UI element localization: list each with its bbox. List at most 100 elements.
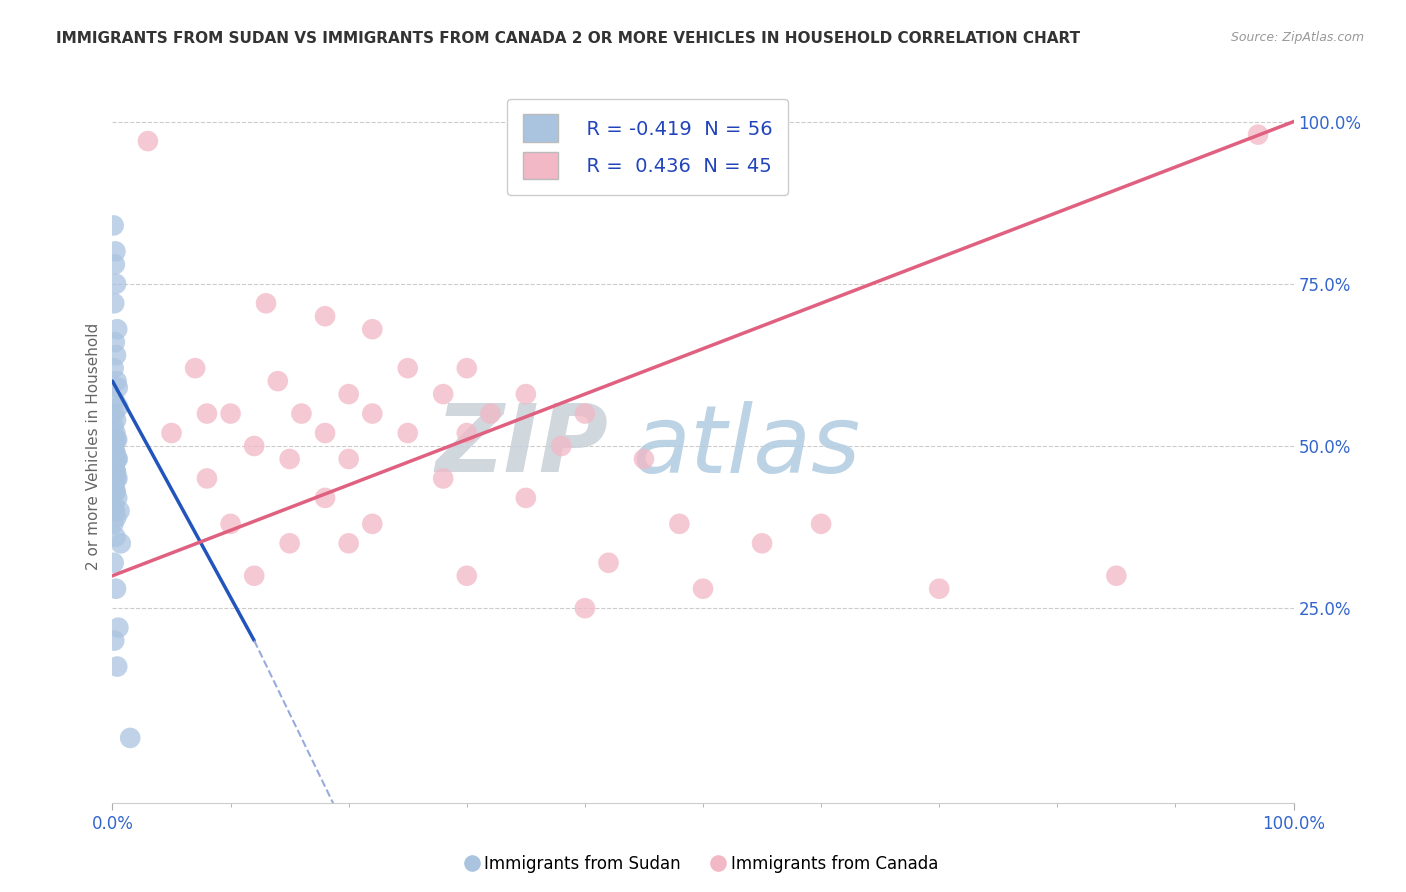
Point <box>314 425 336 440</box>
Text: atlas: atlas <box>633 401 860 491</box>
Point <box>105 471 128 485</box>
Point <box>103 419 125 434</box>
Point <box>692 582 714 596</box>
Point <box>103 458 125 473</box>
Point <box>103 439 125 453</box>
Point <box>456 568 478 582</box>
Point <box>136 134 159 148</box>
Point <box>160 425 183 440</box>
Point <box>104 257 127 271</box>
Point <box>103 439 125 453</box>
Point <box>105 452 128 467</box>
Point <box>104 458 127 473</box>
Point <box>337 452 360 467</box>
Point <box>103 439 125 453</box>
Point <box>107 621 129 635</box>
Point <box>107 381 129 395</box>
Point <box>219 407 242 421</box>
Point <box>104 471 127 485</box>
Point <box>105 413 128 427</box>
Point <box>105 374 128 388</box>
Point <box>103 516 125 531</box>
Point <box>479 407 502 421</box>
Point <box>103 478 125 492</box>
Point <box>515 491 537 505</box>
Point <box>105 452 128 467</box>
Point <box>103 633 125 648</box>
Point <box>1247 128 1270 142</box>
Point <box>278 452 301 467</box>
Point <box>104 484 127 499</box>
Point <box>574 407 596 421</box>
Point <box>105 277 128 291</box>
Point <box>267 374 290 388</box>
Point <box>104 445 127 459</box>
Point <box>104 425 127 440</box>
Point <box>108 504 131 518</box>
Point <box>110 536 132 550</box>
Point <box>668 516 690 531</box>
Point <box>103 407 125 421</box>
Point <box>928 582 950 596</box>
Legend: Immigrants from Sudan, Immigrants from Canada: Immigrants from Sudan, Immigrants from C… <box>461 848 945 880</box>
Point <box>195 471 218 485</box>
Point <box>103 219 125 233</box>
Point <box>105 433 128 447</box>
Point <box>337 536 360 550</box>
Point <box>243 439 266 453</box>
Point <box>105 465 128 479</box>
Point <box>103 465 125 479</box>
Point <box>105 510 128 524</box>
Point <box>103 433 125 447</box>
Point <box>103 296 125 310</box>
Point <box>104 504 127 518</box>
Point <box>1105 568 1128 582</box>
Point <box>107 400 129 414</box>
Point <box>195 407 218 421</box>
Point <box>314 310 336 324</box>
Point <box>456 361 478 376</box>
Y-axis label: 2 or more Vehicles in Household: 2 or more Vehicles in Household <box>86 322 101 570</box>
Point <box>810 516 832 531</box>
Point <box>314 491 336 505</box>
Point <box>107 452 129 467</box>
Point <box>104 335 127 350</box>
Point <box>290 407 312 421</box>
Point <box>361 407 384 421</box>
Point <box>515 387 537 401</box>
Point <box>432 387 454 401</box>
Point <box>104 445 127 459</box>
Point <box>107 471 129 485</box>
Point <box>104 530 127 544</box>
Point <box>456 425 478 440</box>
Point <box>120 731 142 745</box>
Point <box>254 296 277 310</box>
Point <box>103 556 125 570</box>
Point <box>105 491 128 505</box>
Point <box>103 361 125 376</box>
Point <box>184 361 207 376</box>
Point <box>104 393 127 408</box>
Text: ZIP: ZIP <box>436 400 609 492</box>
Point <box>103 478 125 492</box>
Point <box>103 497 125 511</box>
Point <box>278 536 301 550</box>
Point <box>432 471 454 485</box>
Point <box>105 433 128 447</box>
Point <box>598 556 620 570</box>
Point <box>105 659 128 673</box>
Point <box>104 244 127 259</box>
Point <box>361 516 384 531</box>
Point <box>751 536 773 550</box>
Point <box>105 322 128 336</box>
Point <box>361 322 384 336</box>
Text: Source: ZipAtlas.com: Source: ZipAtlas.com <box>1230 31 1364 45</box>
Point <box>104 445 127 459</box>
Point <box>105 582 128 596</box>
Point <box>219 516 242 531</box>
Point <box>633 452 655 467</box>
Point <box>574 601 596 615</box>
Legend:   R = -0.419  N = 56,   R =  0.436  N = 45: R = -0.419 N = 56, R = 0.436 N = 45 <box>508 99 787 194</box>
Point <box>337 387 360 401</box>
Point <box>104 465 127 479</box>
